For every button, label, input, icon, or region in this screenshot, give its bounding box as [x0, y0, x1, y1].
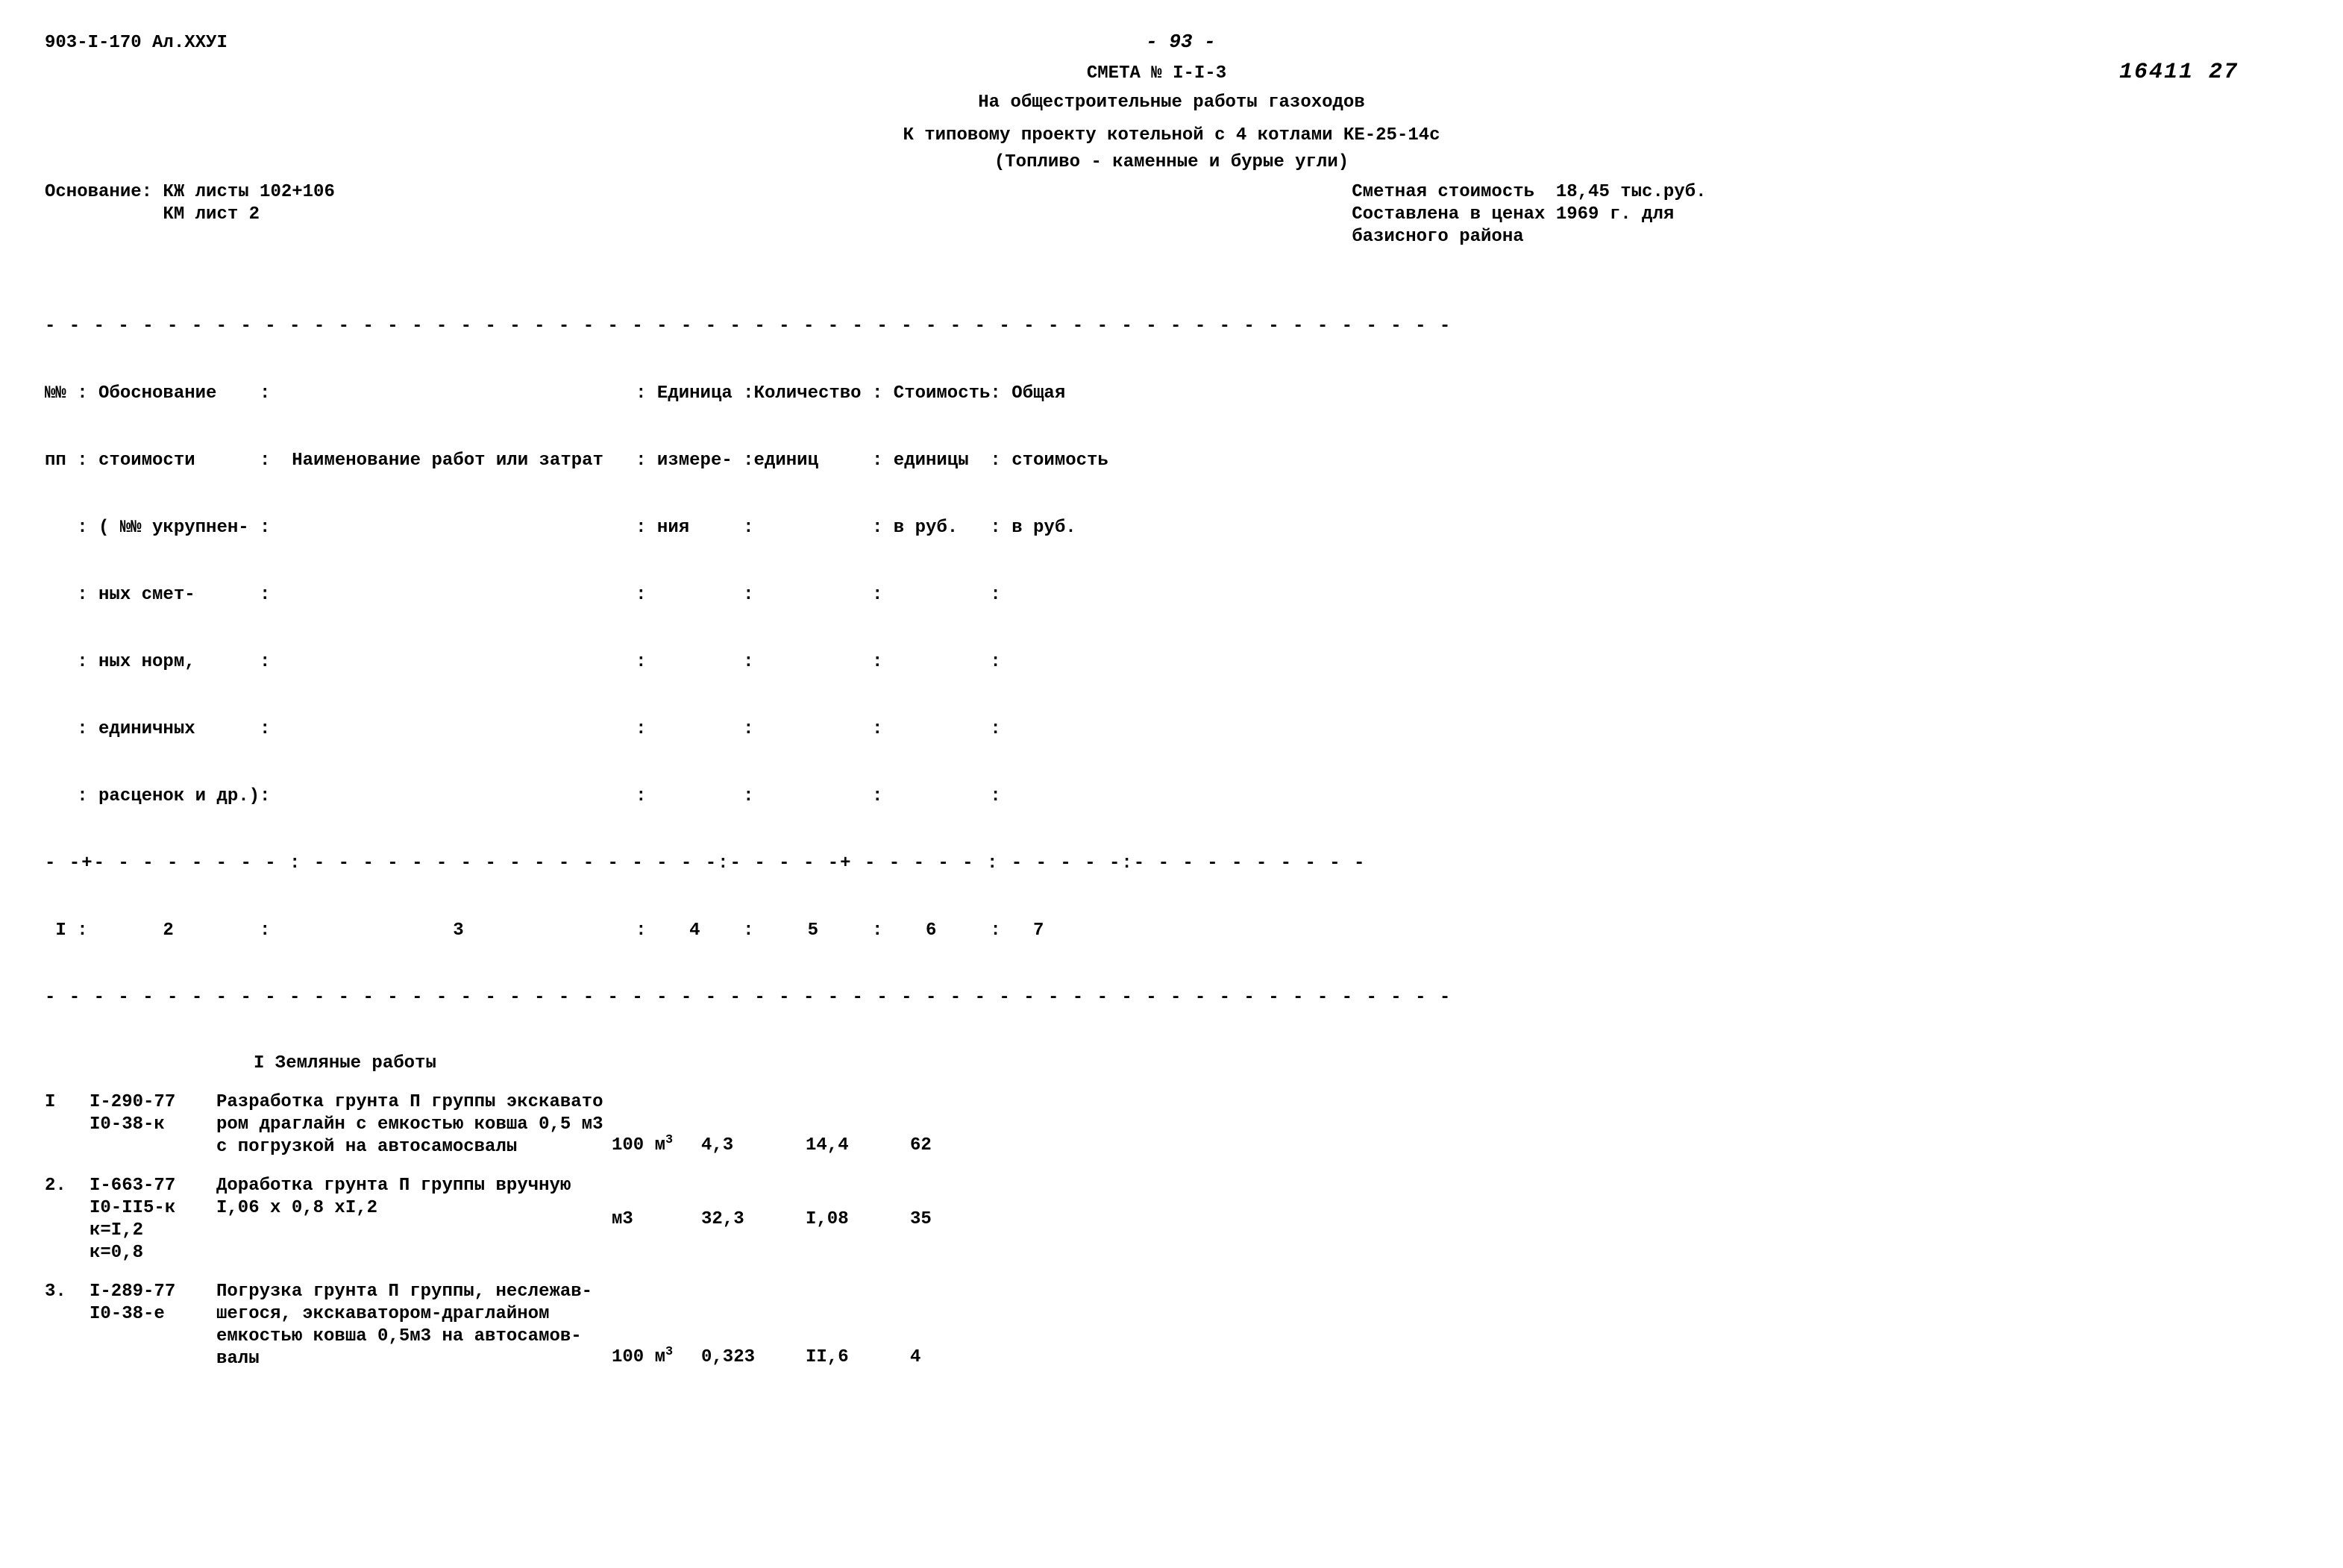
cell-desc: Доработка грунта П группы вручную I,06 х…: [216, 1175, 612, 1220]
smeta-number: СМЕТА № I-I-3: [194, 63, 2119, 85]
table-body: I I-290-77 I0-38-к Разработка грунта П г…: [45, 1091, 2298, 1370]
cell-price: I,08: [806, 1208, 910, 1231]
table-row: I I-290-77 I0-38-к Разработка грунта П г…: [45, 1091, 2298, 1158]
cell-qty: 4,3: [701, 1135, 806, 1158]
cell-desc: Разработка грунта П группы экскавато ром…: [216, 1091, 612, 1158]
cell-price: 14,4: [806, 1135, 910, 1158]
th-l1: №№ : Обоснование : : Единица :Количество…: [45, 383, 2298, 405]
page-number: - 93 -: [228, 30, 2134, 54]
dash-top: - - - - - - - - - - - - - - - - - - - - …: [45, 316, 2298, 338]
title-line-2: К типовому проекту котельной с 4 котлами…: [45, 125, 2298, 147]
cell-price: II,6: [806, 1346, 910, 1370]
th-l7: : расценок и др.): : : : :: [45, 785, 2298, 808]
th-l4: : ных смет- : : : : :: [45, 584, 2298, 606]
smeta-row: СМЕТА № I-I-3 16411 27: [45, 59, 2298, 87]
cell-qty: 32,3: [701, 1208, 806, 1231]
cell-basis: I-290-77 I0-38-к: [90, 1091, 216, 1136]
basis-block: Основание: КЖ листы 102+106 КМ лист 2 См…: [45, 181, 2298, 248]
basis-right: Сметная стоимость 18,45 тыс.руб. Составл…: [1352, 181, 2298, 248]
th-l3: : ( №№ укрупнен- : : ния : : в руб. : в …: [45, 517, 2298, 539]
dash-mid: - -+- - - - - - - - : - - - - - - - - - …: [45, 853, 2298, 875]
cell-total: 62: [910, 1135, 985, 1158]
dash-bot: - - - - - - - - - - - - - - - - - - - - …: [45, 987, 2298, 1009]
th-l2: пп : стоимости : Наименование работ или …: [45, 450, 2298, 472]
right-code: 16411 27: [2119, 59, 2298, 87]
th-l6: : единичных : : : : :: [45, 718, 2298, 741]
cell-basis: I-663-77 I0-II5-к к=I,2 к=0,8: [90, 1175, 216, 1264]
header-top-row: 903-I-170 Ал.XXУI - 93 -: [45, 30, 2298, 54]
cell-num: 3.: [45, 1281, 90, 1303]
title-line-3: (Топливо - каменные и бурые угли): [45, 151, 2298, 174]
cell-num: I: [45, 1091, 90, 1114]
cell-unit: м3: [612, 1208, 701, 1231]
cell-unit: 100 м3: [612, 1133, 701, 1158]
cell-basis: I-289-77 I0-38-е: [90, 1281, 216, 1326]
title-line-1: На общестроительные работы газоходов: [45, 92, 2298, 114]
doc-code: 903-I-170 Ал.XXУI: [45, 32, 228, 54]
table-row: 3. I-289-77 I0-38-е Погрузка грунта П гр…: [45, 1281, 2298, 1370]
th-nums: I : 2 : 3 : 4 : 5 : 6 : 7: [45, 920, 2298, 942]
basis-left: Основание: КЖ листы 102+106 КМ лист 2: [45, 181, 1285, 248]
cell-total: 35: [910, 1208, 985, 1231]
cell-desc: Погрузка грунта П группы, неслежав- шего…: [216, 1281, 612, 1370]
section-title: I Земляные работы: [254, 1053, 2298, 1075]
table-header: - - - - - - - - - - - - - - - - - - - - …: [45, 271, 2298, 1032]
cell-qty: 0,323: [701, 1346, 806, 1370]
cell-unit: 100 м3: [612, 1345, 701, 1370]
th-l5: : ных норм, : : : : :: [45, 651, 2298, 674]
table-row: 2. I-663-77 I0-II5-к к=I,2 к=0,8 Доработ…: [45, 1175, 2298, 1264]
cell-num: 2.: [45, 1175, 90, 1197]
cell-total: 4: [910, 1346, 985, 1370]
